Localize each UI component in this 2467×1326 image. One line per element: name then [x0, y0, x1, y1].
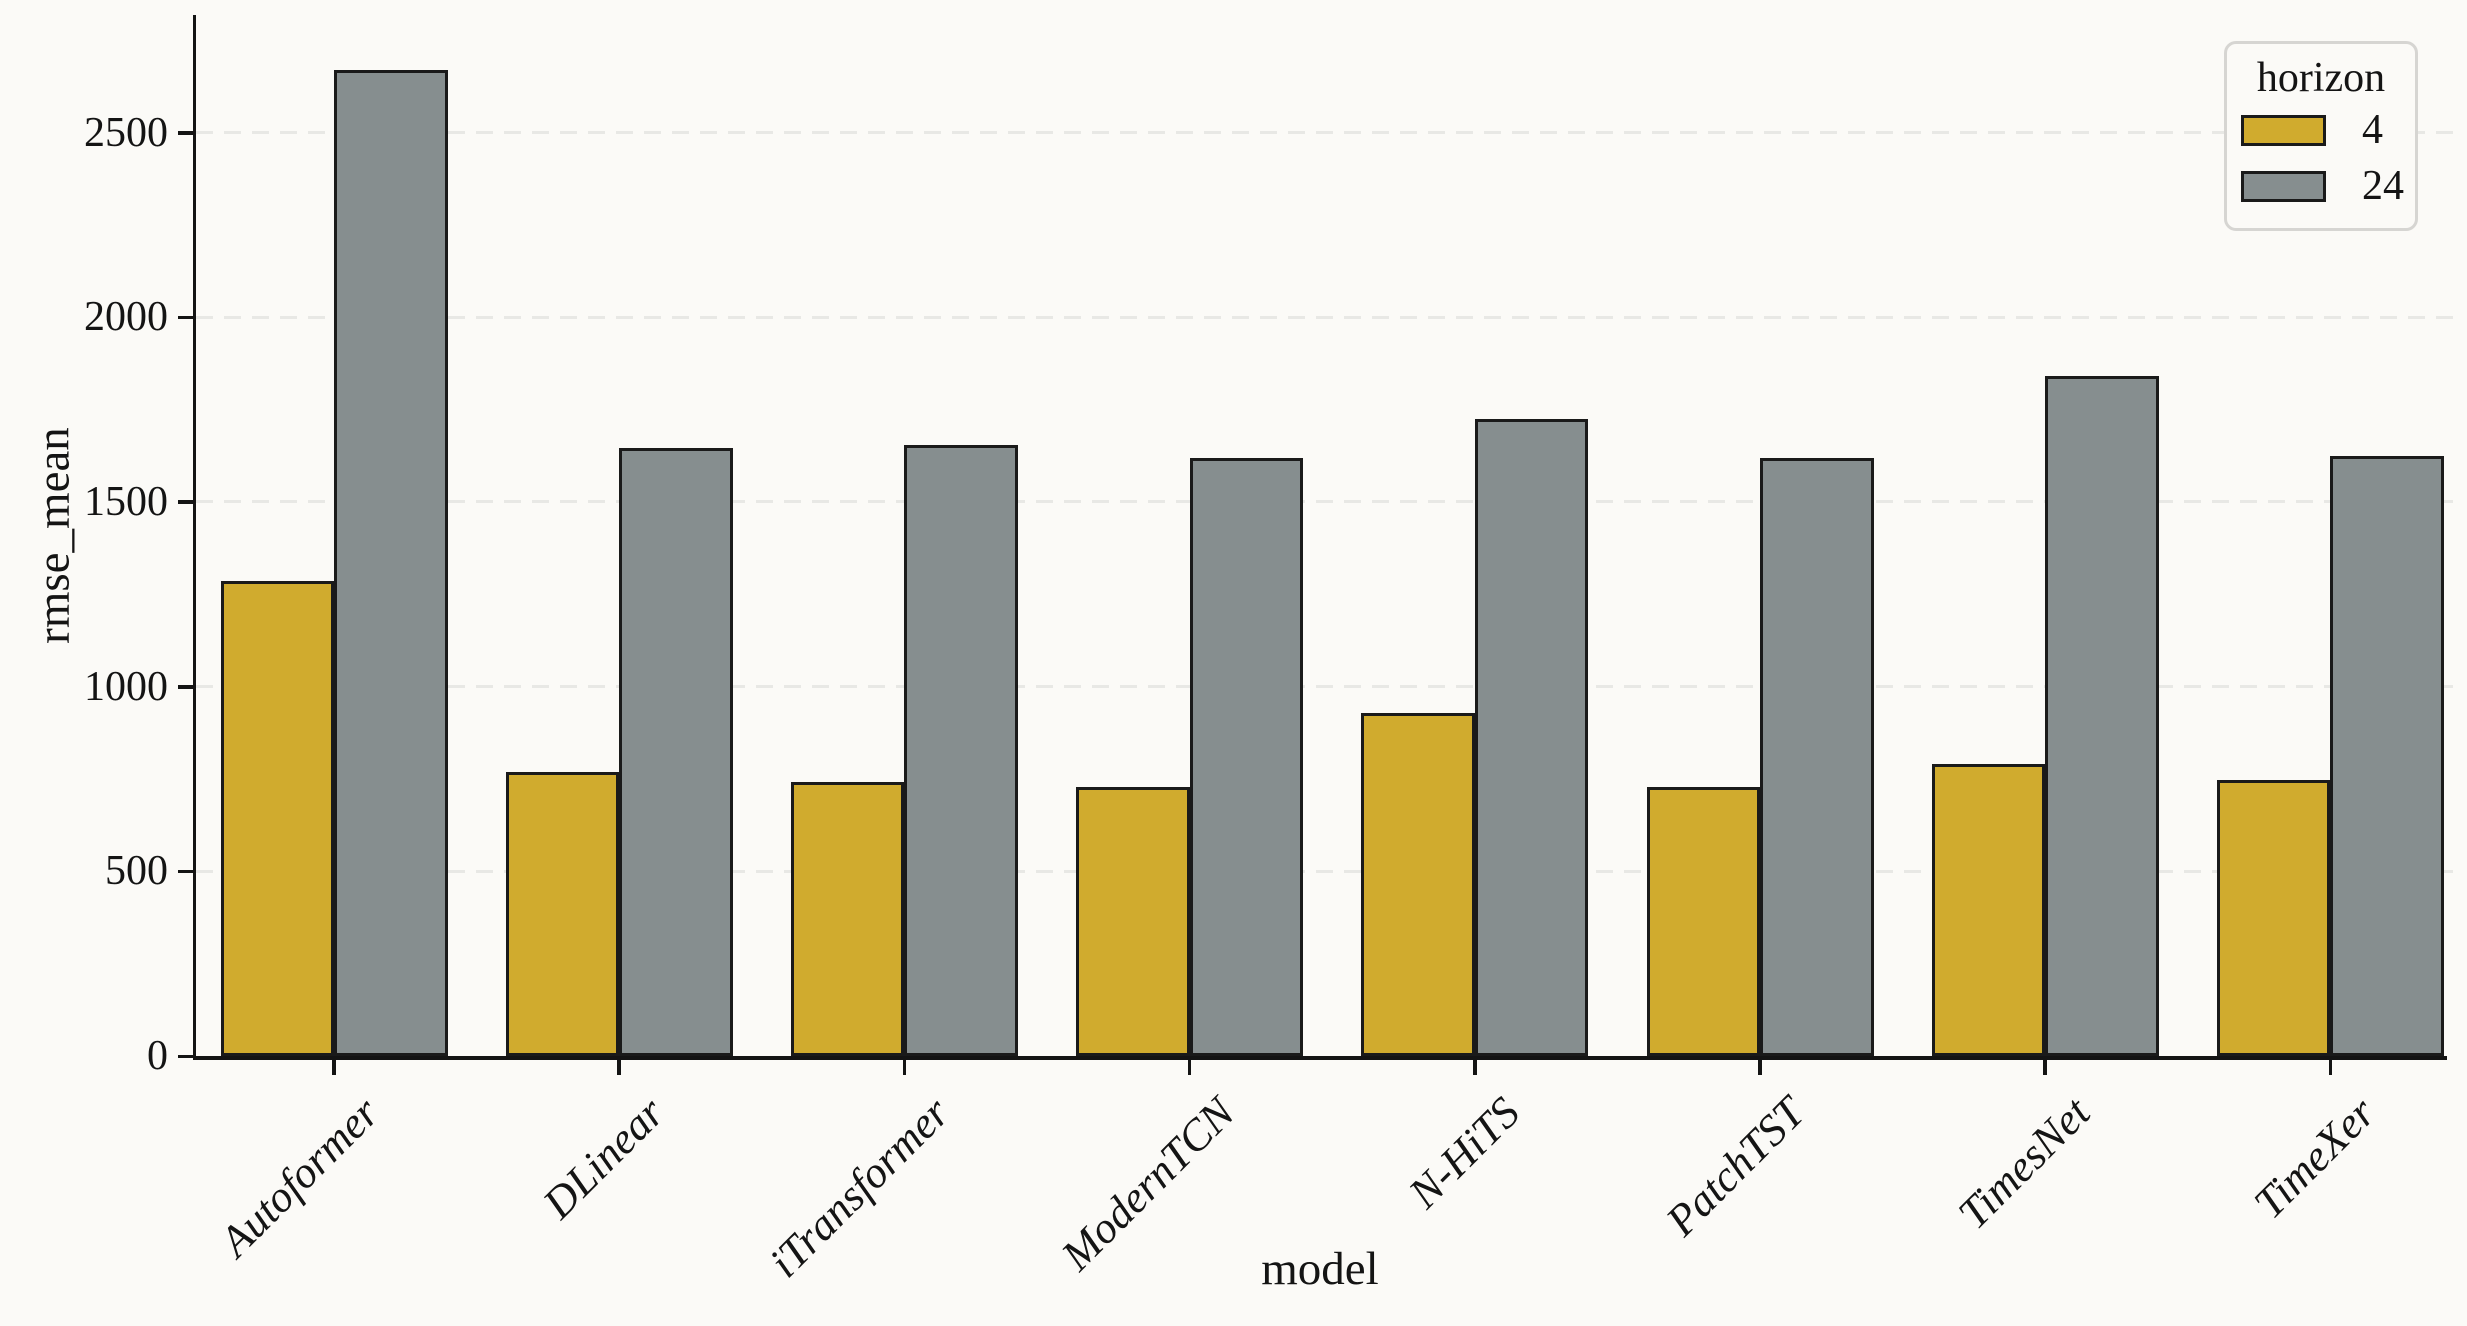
bar-ModernTCN-h24 — [1189, 457, 1304, 1056]
x-tick-Autoformer — [332, 1059, 336, 1075]
bar-DLinear-h24 — [619, 448, 733, 1056]
legend-title: horizon — [2256, 55, 2386, 101]
x-tick-TimeXer — [2328, 1059, 2333, 1075]
bar-TimeXer-h24 — [2330, 456, 2444, 1056]
bar-iTransformer-h4 — [790, 781, 905, 1056]
bar-DLinear-h4 — [505, 771, 620, 1056]
y-tick-1500 — [178, 500, 193, 504]
bar-N-HiTS-h4 — [1361, 712, 1475, 1056]
legend-row-4: 4 — [2227, 102, 2415, 158]
x-axis-spine — [192, 1056, 2447, 1060]
x-tick-label-TimesNet: TimesNet — [1949, 1087, 2100, 1239]
x-tick-label-Autoformer: Autoformer — [210, 1087, 389, 1266]
legend-swatch-4 — [2241, 114, 2326, 146]
x-tick-TimesNet — [2043, 1059, 2047, 1075]
bar-Autoformer-h24 — [334, 69, 448, 1056]
bar-N-HiTS-h24 — [1474, 418, 1589, 1056]
bar-PatchTST-h24 — [1760, 457, 1874, 1056]
x-tick-ModernTCN — [1187, 1059, 1192, 1075]
legend-swatch-24 — [2241, 170, 2326, 202]
y-tick-label-2000: 2000 — [84, 294, 168, 341]
gridline-y-1500 — [196, 500, 2455, 504]
legend: horizon 4 24 — [2224, 41, 2418, 231]
bar-TimesNet-h24 — [2045, 375, 2159, 1056]
y-tick-label-2500: 2500 — [84, 109, 168, 156]
bar-TimesNet-h4 — [1931, 763, 2046, 1056]
gridline-y-2500 — [196, 131, 2455, 134]
y-tick-500 — [178, 869, 193, 874]
y-tick-label-1000: 1000 — [84, 663, 168, 710]
y-tick-1000 — [178, 685, 193, 689]
bar-ModernTCN-h4 — [1076, 786, 1190, 1056]
legend-row-24: 24 — [2227, 158, 2415, 214]
x-tick-label-DLinear: DLinear — [533, 1087, 674, 1228]
gridline-y-500 — [196, 869, 2455, 873]
x-tick-label-TimeXer: TimeXer — [2244, 1087, 2385, 1228]
y-axis-spine — [192, 15, 196, 1060]
y-tick-label-0: 0 — [147, 1033, 168, 1079]
legend-label-24: 24 — [2362, 163, 2404, 209]
bar-TimeXer-h4 — [2216, 779, 2331, 1056]
gridline-y-2000 — [196, 315, 2455, 319]
legend-label-4: 4 — [2362, 107, 2383, 153]
y-tick-0 — [178, 1054, 193, 1058]
x-tick-N-HiTS — [1473, 1059, 1477, 1075]
gridline-y-1000 — [196, 685, 2455, 689]
y-tick-2000 — [178, 315, 193, 320]
y-tick-label-1500: 1500 — [84, 478, 168, 525]
x-axis-label: model — [1261, 1243, 1379, 1295]
y-tick-label-500: 500 — [105, 848, 168, 895]
bar-PatchTST-h4 — [1646, 786, 1760, 1056]
x-tick-iTransformer — [902, 1059, 907, 1075]
y-tick-2500 — [178, 131, 193, 135]
x-tick-DLinear — [617, 1059, 621, 1075]
x-tick-PatchTST — [1758, 1059, 1762, 1075]
bar-Autoformer-h4 — [220, 581, 334, 1056]
x-tick-label-N-HiTS: N-HiTS — [1399, 1087, 1530, 1218]
y-axis-label: rmse_mean — [27, 427, 80, 644]
x-tick-label-PatchTST: PatchTST — [1657, 1087, 1815, 1246]
bar-iTransformer-h24 — [904, 445, 1018, 1056]
x-tick-label-iTransformer: iTransformer — [760, 1087, 959, 1287]
